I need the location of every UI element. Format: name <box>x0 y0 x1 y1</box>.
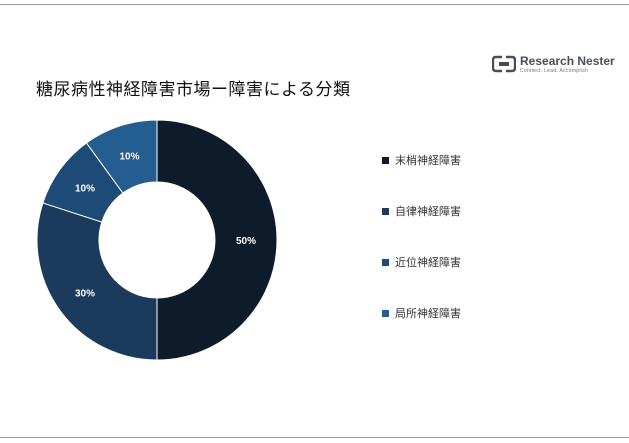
slice-value-label-3: 10% <box>75 184 95 195</box>
legend-swatch <box>382 259 389 266</box>
legend-swatch <box>382 310 389 317</box>
brand-name: Research Nester <box>520 54 615 68</box>
legend-label: 局所神経障害 <box>395 307 461 320</box>
chart-title: 糖尿病性神経障害市場ー障害による分類 <box>36 80 351 100</box>
legend-label: 近位神経障害 <box>395 256 461 269</box>
legend-item-4: 局所神経障害 <box>382 305 461 356</box>
legend-swatch <box>382 208 389 215</box>
bottom-rule <box>0 437 629 438</box>
chart-legend: 末梢神経障害 自律神経障害 近位神経障害 局所神経障害 <box>382 152 461 356</box>
legend-swatch <box>382 157 389 164</box>
slice-value-label-1: 50% <box>236 236 256 247</box>
legend-item-3: 近位神経障害 <box>382 254 461 305</box>
slice-value-label-2: 30% <box>75 288 95 299</box>
brand-logo-icon <box>492 55 516 73</box>
legend-label: 末梢神経障害 <box>395 154 461 167</box>
brand-tagline: Connect. Lead. Accomplish <box>520 68 589 74</box>
donut-slice-2 <box>36 202 158 361</box>
donut-slice-4 <box>85 119 158 194</box>
legend-label: 自律神経障害 <box>395 205 461 218</box>
top-rule <box>0 4 629 5</box>
slice-value-label-4: 10% <box>119 151 139 162</box>
legend-item-2: 自律神経障害 <box>382 203 461 254</box>
legend-item-1: 末梢神経障害 <box>382 152 461 203</box>
donut-slice-1 <box>156 119 278 361</box>
research-nester-logo: Research Nester Connect. Lead. Accomplis… <box>492 53 615 77</box>
